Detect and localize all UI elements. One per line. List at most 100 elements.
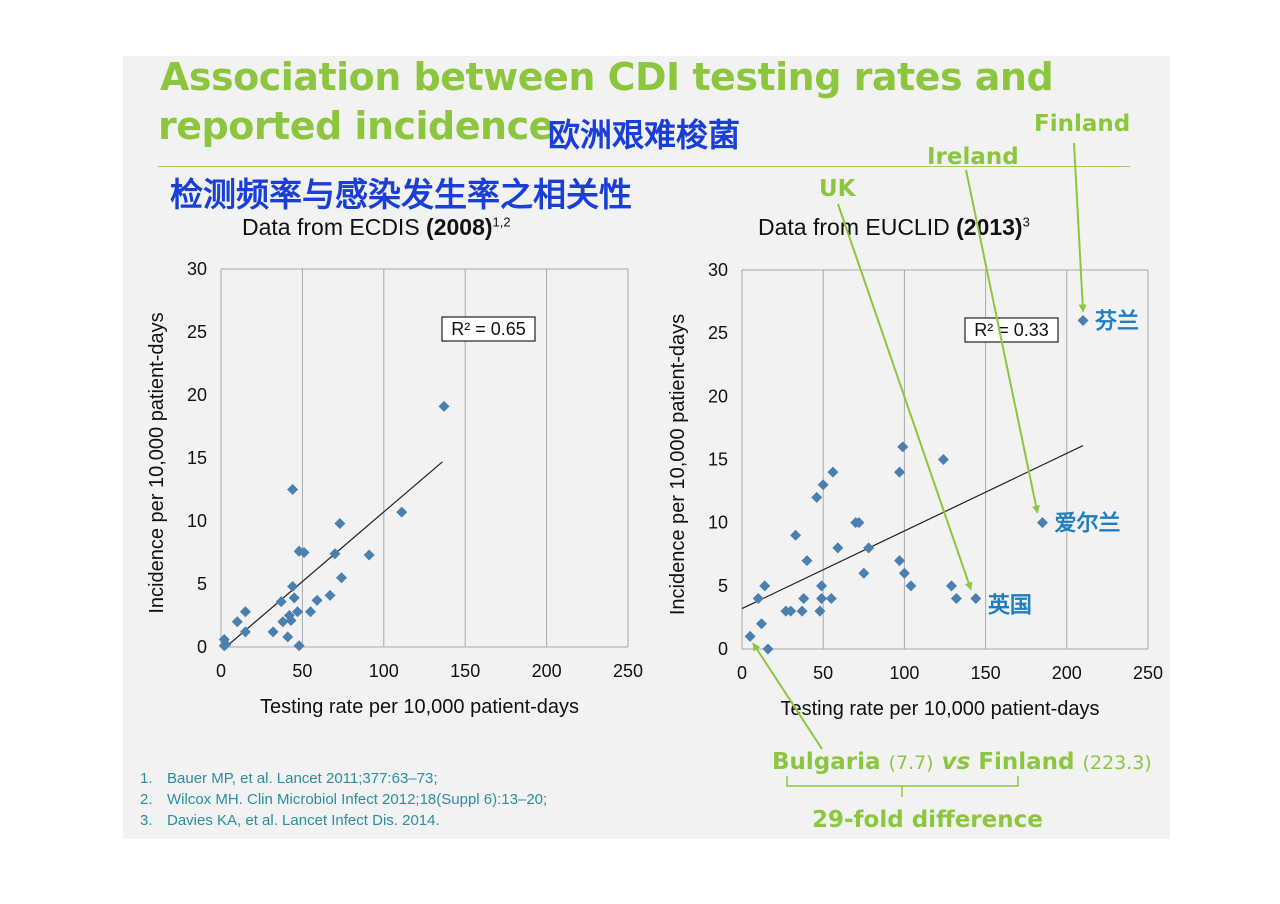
brace-bracket [786, 776, 1019, 787]
data-point [790, 529, 802, 541]
reference-num: 1. [140, 770, 153, 787]
data-point [905, 580, 917, 592]
data-point [267, 626, 279, 638]
data-point [282, 631, 294, 643]
r2-label: R² = 0.33 [974, 320, 1049, 340]
x-tick-label: 0 [216, 661, 226, 681]
data-point [752, 592, 764, 604]
data-point [898, 567, 910, 579]
fold-brace [786, 776, 1019, 797]
y-tick-label: 0 [197, 637, 207, 657]
chinese-title-2: 检测频率与感染发生率之相关性 [170, 175, 632, 214]
data-point [288, 592, 300, 604]
x-tick-label: 250 [1133, 663, 1163, 683]
cn-finland-label: 芬兰 [1094, 309, 1139, 335]
x-tick-label: 100 [369, 661, 399, 681]
data-point [970, 592, 982, 604]
finland-value: (223.3) [1082, 752, 1152, 774]
data-point [335, 572, 347, 584]
uk-arrow [837, 203, 973, 591]
data-point [329, 548, 341, 560]
data-point [218, 640, 230, 652]
y-tick-label: 0 [718, 639, 728, 659]
data-point [1036, 517, 1048, 529]
reference-text: Wilcox MH. Clin Microbiol Infect 2012;18… [167, 791, 548, 808]
data-point [292, 606, 304, 618]
data-point [801, 555, 813, 567]
data-point [762, 643, 774, 655]
data-point [324, 589, 336, 601]
right-chart-source: Data from EUCLID (2013)3 [758, 214, 1030, 241]
cn-uk-label: 英国 [988, 593, 1032, 618]
chinese-title-1: 欧洲艰难梭菌 [548, 116, 741, 154]
data-point [811, 491, 823, 503]
data-point [785, 605, 797, 617]
data-point [937, 454, 949, 465]
y-tick-label: 30 [708, 260, 728, 280]
y-tick-label: 15 [187, 448, 207, 468]
y-tick-label: 5 [197, 574, 207, 594]
finland-callout: Finland [1034, 111, 1131, 137]
left-source-year: (2008) [426, 214, 493, 240]
x-tick-label: 150 [450, 661, 480, 681]
references: 1. Bauer MP, et al. Lancet 2011;377:63–73… [140, 768, 547, 831]
y-tick-label: 30 [187, 259, 207, 279]
data-point [897, 441, 909, 453]
r2-box [441, 316, 536, 342]
data-point [825, 592, 837, 604]
reference-text: Davies KA, et al. Lancet Infect Dis. 201… [167, 812, 440, 829]
data-point [231, 616, 243, 628]
data-point [816, 580, 828, 592]
vs-label: vs [941, 749, 971, 775]
right-source-prefix: Data from EUCLID [758, 214, 957, 240]
y-tick-label: 10 [187, 511, 207, 531]
y-tick-label: 10 [708, 513, 728, 533]
trendline [741, 445, 1084, 610]
y-tick-label: 15 [708, 450, 728, 470]
slide-title-line2: reported incidence [158, 104, 554, 148]
x-tick-label: 150 [971, 663, 1001, 683]
finland-arrow [1073, 142, 1087, 313]
slide-title-line1: Association between CDI testing rates an… [160, 55, 1054, 99]
y-axis-label: Incidence per 10,000 patient-days [146, 312, 168, 613]
right-source-year: (2013) [956, 214, 1023, 240]
data-point [894, 466, 906, 478]
data-point [798, 592, 810, 604]
data-point [239, 626, 251, 638]
reference-item: 2. Wilcox MH. Clin Microbiol Infect 2012;… [140, 789, 547, 810]
data-point [239, 606, 251, 618]
data-point [945, 580, 957, 592]
data-point [438, 400, 450, 412]
data-point [293, 640, 305, 652]
y-axis-label: Incidence per 10,000 patient-days [667, 314, 689, 615]
data-point [305, 606, 317, 618]
x-tick-label: 250 [613, 661, 643, 681]
left-chart-source: Data from ECDIS (2008)1,2 [242, 214, 511, 241]
data-point [858, 567, 870, 579]
fold-difference: 29-fold difference [812, 807, 1043, 833]
data-point [755, 618, 767, 630]
ireland-arrow [965, 169, 1040, 514]
x-tick-label: 0 [737, 663, 747, 683]
data-point [275, 596, 287, 608]
data-point [759, 580, 771, 592]
reference-text: Bauer MP, et al. Lancet 2011;377:63–73; [167, 770, 438, 787]
bulgaria-arrow [752, 642, 823, 750]
y-tick-label: 5 [718, 576, 728, 596]
data-point [396, 506, 408, 518]
data-point [363, 549, 375, 561]
data-point [287, 581, 299, 593]
data-point [277, 616, 289, 628]
title-divider [158, 166, 1130, 167]
data-point [796, 605, 808, 617]
y-tick-label: 25 [708, 323, 728, 343]
cn-ireland-label: 爱尔兰 [1054, 511, 1120, 537]
data-point [853, 517, 865, 529]
data-point [298, 547, 310, 558]
uk-callout: UK [819, 176, 856, 202]
right-source-sup: 3 [1022, 214, 1030, 230]
left-chart: 0 50 100 150 200 250 0 5 10 15 20 25 30 Testing rate … [146, 259, 643, 718]
x-axis-label: Testing rate per 10,000 patient-days [260, 696, 579, 718]
ireland-callout: Ireland [927, 144, 1019, 170]
